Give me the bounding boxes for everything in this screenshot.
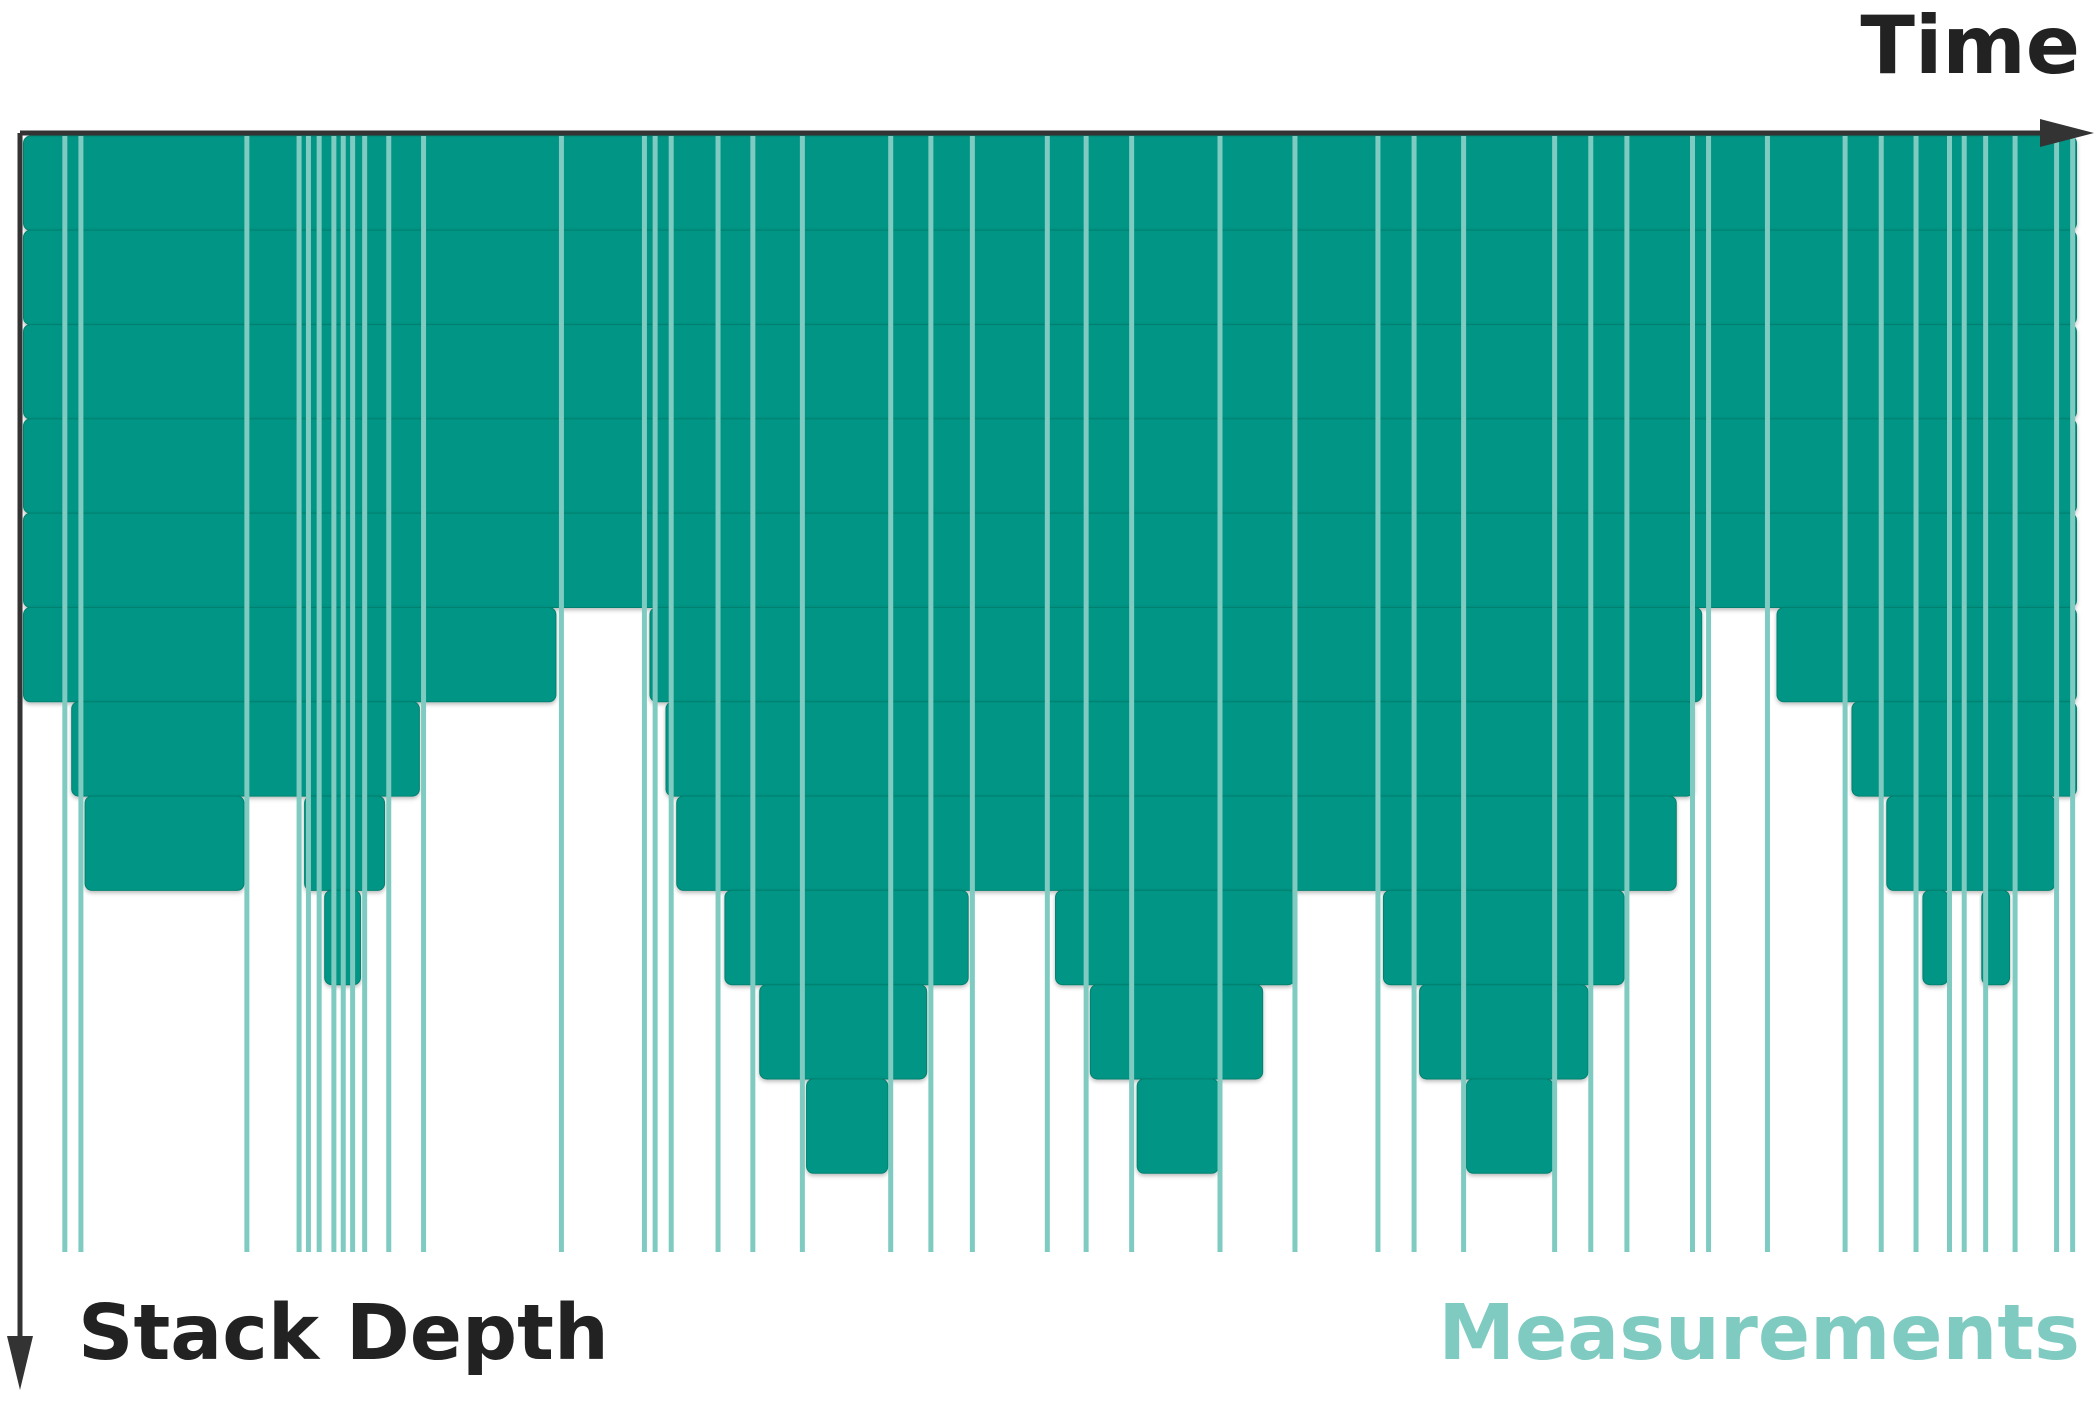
stack-frame-5 [23,607,557,703]
stack-frame-21 [759,984,928,1080]
stack-frame-26 [1465,1078,1554,1174]
stack-frames [23,135,2078,1174]
stack-frame-20 [1981,889,2011,986]
stack-frame-7 [1776,607,2078,703]
stack-depth-axis-label: Stack Depth [78,1289,609,1378]
stack-frame-13 [676,795,1677,891]
stack-frame-17 [1055,889,1296,986]
stack-frame-23 [1419,984,1589,1080]
stack-frame-19 [1922,889,1949,986]
stack-frame-24 [806,1078,889,1174]
stack-frame-9 [665,701,1695,797]
measurements-label: Measurements [1438,1289,2080,1378]
stack-frame-18 [1382,889,1625,986]
axes [7,119,2094,1390]
stack-frame-6 [649,607,1703,703]
stack-frame-22 [1089,984,1264,1080]
time-axis-arrowhead [2040,119,2094,147]
stack-depth-axis-arrowhead [7,1336,33,1390]
stack-frame-11 [84,795,245,891]
measurement-lines [62,136,2076,1252]
stack-frame-14 [1886,795,2056,891]
stack-frame-25 [1136,1078,1219,1174]
time-axis-label: Time [1860,0,2080,92]
